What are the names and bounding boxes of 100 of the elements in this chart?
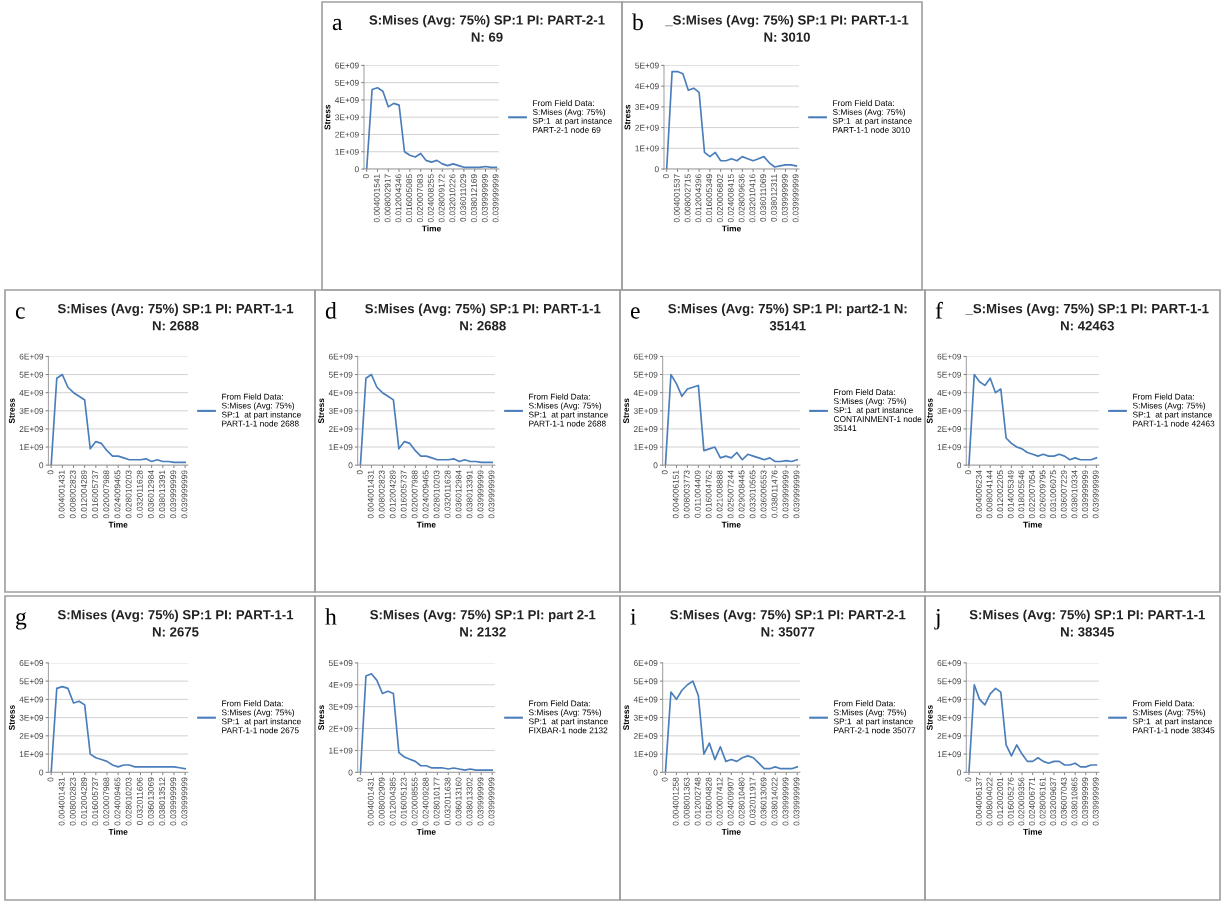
y-tick-label: 6E+09 [19,660,44,666]
text: i [630,608,637,625]
x-tick-label: 0.004001431 [58,777,65,826]
x-tick-label: 0.029008445 [738,470,745,519]
x-axis-title: Time [108,828,128,835]
y-tick-label: 2E+09 [19,733,44,739]
x-tick-label: 0.024009465 [114,777,121,826]
legend-label: From Field Data: S:Mises (Avg: 75%) SP:1 at part instance PART-1-1 node 3010 [832,99,912,133]
x-tick-label: 0.038014022 [771,777,778,826]
x-tick-label: 0.028010203 [433,470,440,519]
x-axis-title: Time [721,521,741,528]
x-tick-label: 0.038012311 [771,174,777,222]
x-tick-label: 0.039999999 [781,174,788,223]
y-tick-label: 6E+09 [633,660,658,666]
x-tick-label: 0.038013391 [159,470,166,519]
y-tick-label: 2E+09 [633,733,658,739]
x-tick-label: 0.008002909 [378,777,385,826]
x-tick-label: 0.031006075 [1050,470,1057,519]
x-tick-label: 0.004001431 [58,470,65,519]
y-tick-label: 6E+09 [937,353,962,360]
y-tick-label: 5E+09 [335,79,359,86]
y-tick-label: 5E+09 [635,62,659,69]
chart-title: S:Mises (Avg: 75%) SP:1 PI: part2-1 N: 35141 [668,303,907,331]
x-tick-label: 0.016005737 [92,470,99,519]
x-tick-label: 0.039999999 [1082,777,1089,826]
y-tick-label: 4E+09 [937,696,962,703]
x-tick-label: 0.008002715 [684,174,691,223]
y-tick-label: 2E+09 [937,733,962,739]
y-tick-label: 1E+09 [634,751,658,758]
x-tick-label: 0.012004385 [389,777,396,826]
y-tick-label: 4E+09 [937,389,962,396]
x-tick-label: 0 [661,777,668,782]
x-tick-label: 0.028009636 [738,174,745,223]
text: e [630,307,640,319]
y-axis-title: Stress [623,398,630,424]
x-tick-label: 0.038010334 [1071,470,1078,519]
x-axis-title: Time [416,521,436,528]
x-axis-title: Time [108,521,128,528]
x-tick-label: 0.020008555 [411,777,418,826]
y-tick-label: 0 [354,166,359,173]
y-tick-label: 0 [957,769,962,776]
legend-label: From Field Data: S:Mises (Avg: 75%) SP:1 at part instance PART-1-1 node 2688 [221,393,301,427]
x-tick-label: 0.016004762 [705,470,712,519]
x-tick-label: 0.014005349 [1007,470,1014,519]
y-tick-label: 5E+09 [937,678,962,685]
x-axis-title: Time [721,828,741,835]
x-tick-label: 0.012002205 [997,470,1004,519]
y-tick-label: 5E+09 [328,371,353,378]
text: j [934,608,940,630]
x-tick-label: 0.036012984 [455,470,462,519]
y-tick-label: 3E+09 [19,408,44,414]
y-tick-label: 0 [957,462,962,469]
y-tick-label: 4E+09 [328,389,353,396]
chart-title: _S:Mises (Avg: 75%) SP:1 PI: PART-1-1 N: 3010 [665,14,909,42]
x-tick-label: 0.036012984 [147,470,154,519]
x-tick-label: 0.039999999 [782,777,789,826]
text: c [15,307,25,319]
y-tick-label: 4E+09 [328,681,353,688]
x-tick-label: 0.004001431 [367,777,374,826]
x-tick-label: 0.012004346 [395,174,402,223]
y-tick-label: 0 [653,769,658,776]
x-tick-label: 0.039999999 [488,470,495,519]
x-tick-label: 0.032010416 [749,174,756,223]
chart-title: S:Mises (Avg: 75%) SP:1 PI: PART-1-1 N: 38345 [969,609,1205,637]
x-tick-label: 0 [965,470,972,475]
text: h [325,608,337,625]
chart-title: S:Mises (Avg: 75%) SP:1 PI: PART-1-1 N: 2675 [57,609,294,637]
x-tick-label: 0.004001431 [367,470,374,519]
x-tick-label: 0.036013069 [147,777,154,826]
x-tick-label: 0.004001541 [373,174,380,223]
x-tick-label: 0.032011628 [136,470,143,518]
x-tick-label: 0.008003773 [683,470,690,519]
y-axis-title: Stress [926,398,933,424]
y-tick-label: 6E+09 [328,353,353,360]
x-tick-label: 0.016004828 [705,777,712,826]
y-tick-label: 3E+09 [335,114,359,121]
x-tick-label: 0.036013069 [760,777,767,826]
y-tick-label: 1E+09 [635,145,659,152]
x-tick-label: 0.028010203 [125,470,132,519]
x-tick-label: 0.039999999 [477,470,484,519]
y-axis-title: Stress [8,398,15,424]
x-tick-label: 0.020007412 [716,777,723,826]
x-tick-label: 0.039999999 [170,470,177,519]
y-tick-label: 5E+09 [633,371,658,378]
x-tick-label: 0.039999999 [793,777,800,826]
y-axis-title: Stress [926,705,933,731]
y-axis-title: Stress [324,104,331,130]
y-tick-label: 3E+09 [635,104,659,110]
x-axis-title: Time [421,225,441,232]
x-tick-label: 0.004006151 [672,470,679,519]
x-tick-label: 0.028010203 [125,777,132,826]
x-tick-label: 0.032011917 [749,777,756,825]
y-tick-label: 6E+09 [335,62,359,69]
x-tick-label: 0.036013160 [455,777,462,826]
x-tick-label: 0.028006161 [1039,777,1046,826]
x-tick-label: 0.028010177 [433,777,440,826]
x-tick-label: 0.038012169 [471,174,477,223]
x-tick-label: 0.008002823 [69,777,76,826]
x-tick-label: 0.008004022 [986,777,993,826]
y-tick-label: 1E+09 [19,444,44,451]
